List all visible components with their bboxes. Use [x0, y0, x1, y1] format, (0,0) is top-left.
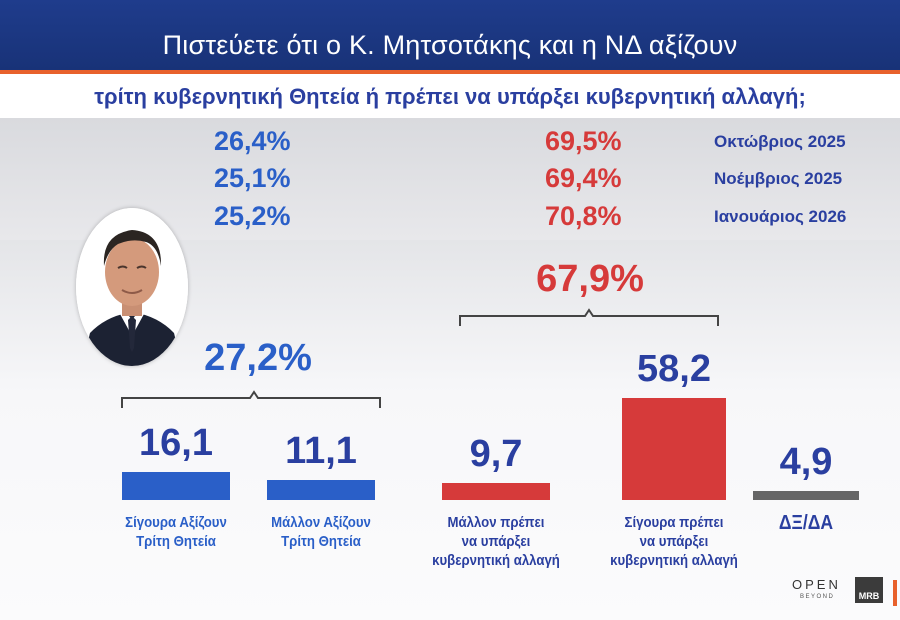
bar-value-label: 16,1 [139, 421, 213, 464]
category-label-line: Τρίτη Θητεία [281, 533, 361, 550]
chart-title: Πιστεύετε ότι ο Κ. Μητσοτάκης και η ΝΔ α… [162, 30, 738, 60]
header-accent-line [0, 70, 900, 74]
chart-subtitle: τρίτη κυβερνητική Θητεία ή πρέπει να υπά… [94, 84, 806, 109]
category-label: Μάλλον Αξίζουν Τρίτη Θητεία [246, 513, 396, 551]
bar [622, 397, 726, 500]
category-label-line: Σίγουρα Αξίζουν [125, 514, 227, 531]
bar-value-label: 58,2 [637, 347, 711, 390]
history-left-value: 25,2% [214, 201, 291, 231]
history-left-value: 26,4% [214, 126, 291, 156]
history-month: Νοέμβριος 2025 [714, 169, 843, 188]
category-label-line: κυβερνητική αλλαγή [432, 552, 560, 569]
subtitle-bar: τρίτη κυβερνητική Θητεία ή πρέπει να υπά… [0, 74, 900, 118]
portrait-image [76, 208, 188, 366]
bar [122, 471, 230, 500]
history-month: Οκτώβριος 2025 [714, 132, 846, 151]
portrait-illustration [76, 208, 188, 366]
category-label-line: να υπάρξει [461, 533, 531, 550]
category-label-line: Τρίτη Θητεία [136, 533, 216, 550]
group-total-blue: 27,2% [204, 337, 312, 379]
group-bracket-blue [121, 390, 381, 408]
mrb-logo: MRB [855, 577, 883, 603]
bar [267, 480, 375, 500]
history-left-value: 25,1% [214, 163, 291, 193]
category-label-line: Σίγουρα πρέπει [624, 514, 724, 531]
category-label-line: κυβερνητική αλλαγή [610, 552, 738, 569]
category-label-line: να υπάρξει [639, 533, 709, 550]
history-row: 26,4% 69,5% Οκτώβριος 2025 [0, 126, 900, 162]
bar [753, 491, 859, 500]
bar-value-label: 11,1 [285, 430, 357, 473]
history-month: Ιανουάριος 2026 [714, 207, 847, 226]
bar-value-label: 9,7 [469, 432, 523, 475]
category-label-line: Μάλλον πρέπει [447, 514, 545, 531]
category-label: ΔΞ/ΔΑ [731, 512, 881, 534]
edge-accent [893, 580, 897, 606]
category-label: Σίγουρα πρέπει να υπάρξει κυβερνητική αλλα… [599, 513, 749, 570]
open-logo: OPEN [792, 577, 841, 592]
category-label-line: ΔΞ/ΔΑ [778, 512, 834, 534]
history-right-value: 69,5% [545, 126, 622, 156]
history-right-value: 69,4% [545, 163, 622, 193]
bar [442, 482, 550, 500]
group-total-red: 67,9% [536, 258, 644, 300]
category-label-line: Μάλλον Αξίζουν [271, 514, 371, 531]
group-bracket-red [459, 308, 719, 326]
history-row: 25,2% 70,8% Ιανουάριος 2026 [0, 201, 900, 237]
category-label: Μάλλον πρέπει να υπάρξει κυβερνητική αλλαγ… [421, 513, 571, 570]
history-right-value: 70,8% [545, 201, 622, 231]
header-bar: Πιστεύετε ότι ο Κ. Μητσοτάκης και η ΝΔ α… [0, 0, 900, 72]
beyond-logo-text: BEYOND [800, 594, 835, 600]
history-row: 25,1% 69,4% Νοέμβριος 2025 [0, 163, 900, 199]
category-label: Σίγουρα Αξίζουν Τρίτη Θητεία [101, 513, 251, 551]
bar-value-label: 4,9 [779, 441, 833, 484]
